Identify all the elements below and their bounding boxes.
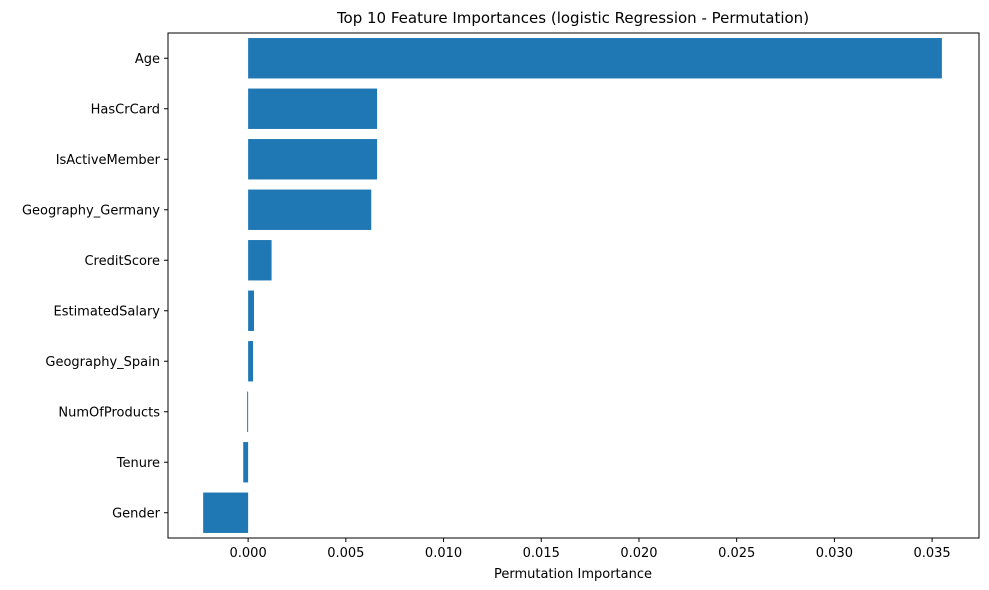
x-tick-label: 0.000 <box>230 546 267 561</box>
x-tick-label: 0.035 <box>913 546 950 561</box>
bar-tenure <box>243 442 249 483</box>
bar-geography-germany <box>248 189 372 230</box>
bar-estimatedsalary <box>248 290 254 331</box>
y-axis-ticks: Age HasCrCard IsActiveMember Geography_Germ… <box>22 52 168 521</box>
x-tick-label: 0.005 <box>327 546 364 561</box>
bars-group <box>203 38 942 533</box>
bar-gender <box>203 492 249 533</box>
x-tick-label: 0.010 <box>425 546 462 561</box>
x-tick-label: 0.025 <box>718 546 755 561</box>
x-axis-label: Permutation Importance <box>494 567 652 582</box>
bar-numofproducts <box>247 391 249 432</box>
y-tick-label: EstimatedSalary <box>53 304 160 319</box>
y-tick-label: CreditScore <box>84 254 160 269</box>
y-tick-label: Geography_Germany <box>22 203 160 218</box>
x-tick-label: 0.015 <box>523 546 560 561</box>
y-tick-label: Tenure <box>116 456 160 471</box>
plot-frame <box>167 32 980 539</box>
y-tick-label: HasCrCard <box>91 102 160 117</box>
x-tick-label: 0.030 <box>816 546 853 561</box>
chart-title: Top 10 Feature Importances (logistic Reg… <box>336 9 809 27</box>
x-tick-label: 0.020 <box>620 546 657 561</box>
y-tick-label: IsActiveMember <box>56 153 161 168</box>
y-tick-label: Geography_Spain <box>45 355 160 370</box>
bar-age <box>248 38 942 79</box>
y-tick-label: NumOfProducts <box>58 405 160 420</box>
bar-geography-spain <box>248 341 254 382</box>
x-axis-ticks: 0.000 0.005 0.010 0.015 0.020 0.025 0.030 0.035 <box>230 538 951 561</box>
bar-isactivemember <box>248 139 378 180</box>
y-tick-label: Gender <box>112 506 161 521</box>
bar-creditscore <box>248 240 272 281</box>
y-tick-label: Age <box>135 52 160 67</box>
bar-hascrcard <box>248 88 378 129</box>
